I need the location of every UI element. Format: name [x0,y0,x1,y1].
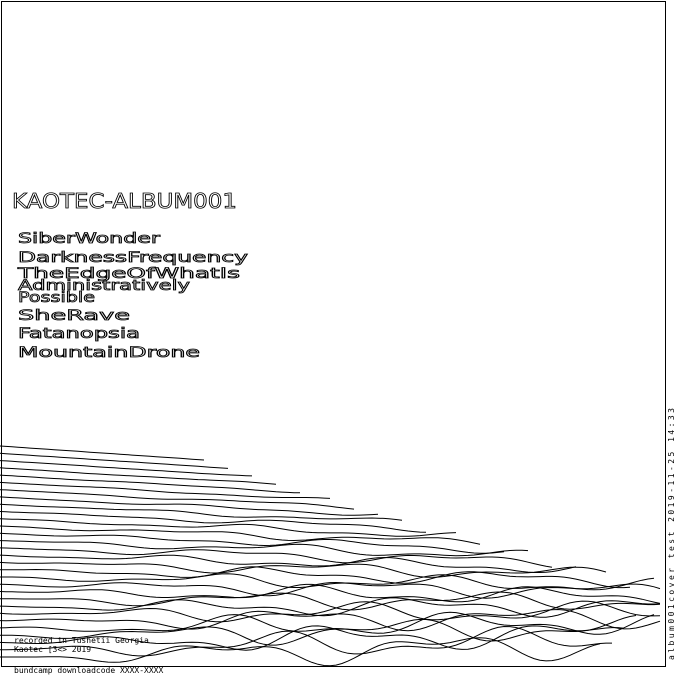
wave-lines [0,445,661,667]
wave-line [0,532,505,554]
track-title: Administratively [18,278,190,294]
frame [1,1,666,667]
wave-line [0,611,655,635]
wave-line [0,467,277,485]
track-title: SiberWonder [18,231,160,247]
wave-line [0,496,379,516]
track-title: DarknessFrequency [18,250,248,266]
credit: Kaotec [3<> 2019 [14,645,91,654]
wave-line [0,625,612,657]
wave-line [0,637,601,667]
track-title: MountainDrone [18,345,200,361]
track-title: TheEdgeOfWhatIs [16,266,240,282]
wave-line [0,481,331,499]
wave-line [0,518,457,537]
wave-line [0,625,625,651]
wave-line [0,445,205,461]
wave-line [0,547,553,568]
wave-line [0,608,661,632]
wave-line [0,525,481,545]
track-title: SheRave [18,308,130,324]
wave-line [0,460,253,477]
wave-line [0,597,661,618]
wave-line [0,591,661,611]
wave-line [0,474,301,494]
wave-line [0,573,655,591]
wave-line [0,583,661,604]
wave-line [0,540,529,557]
wave-line [0,561,607,578]
side-note: album001cover test 2019-11-25 14:33 [667,408,674,660]
track-title: Fatanopsia [18,326,140,342]
wave-line [0,489,355,510]
track-title: Possible [18,290,95,306]
wave-line [0,554,577,573]
wave-line [0,581,661,599]
credit: recorded in Tushetii Georgia [14,636,149,645]
wave-line [0,566,631,589]
wave-line [0,511,427,533]
track-list: SiberWonder DarknessFrequencyTheEdgeOfWha… [16,231,249,362]
wave-line [0,503,403,521]
wave-line [0,452,229,469]
download-code: bundcamp downloadcode XXXX-XXXX [14,666,163,675]
title: KAOTEC-ALBUM001 [12,189,237,213]
